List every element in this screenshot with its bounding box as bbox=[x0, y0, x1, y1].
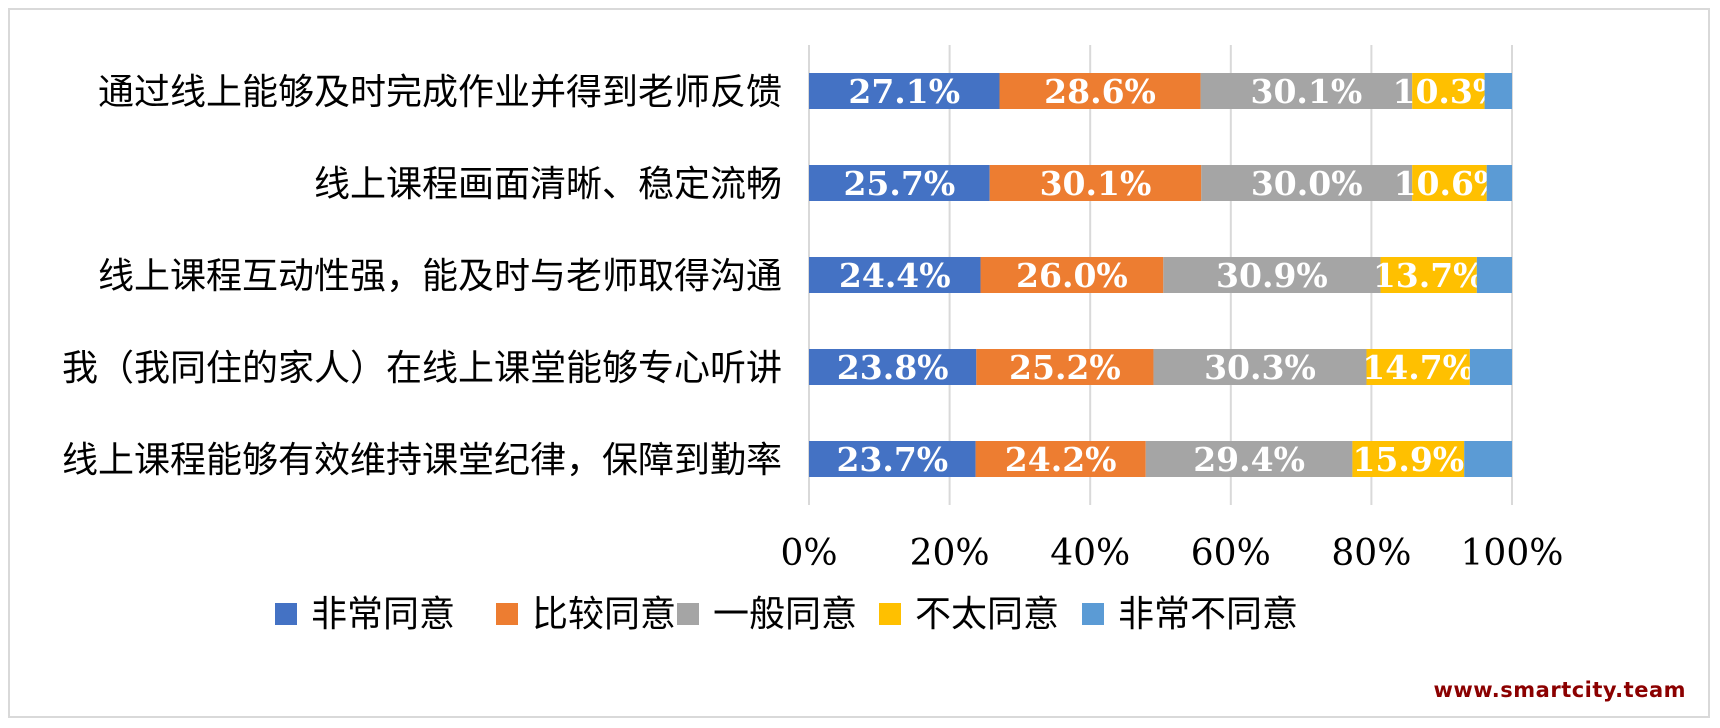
data-label: 15.9% bbox=[1352, 440, 1464, 479]
bar-segment bbox=[1412, 165, 1487, 201]
bar-segment bbox=[809, 73, 1000, 109]
bar-segment bbox=[989, 165, 1202, 201]
category-label: 我（我同住的家人）在线上课堂能够专心听讲 bbox=[62, 348, 782, 389]
chart-frame: 0% 20% 40% 60% 80% 100% 27.1% 28.6% 30.1% 10.3% 通过… bbox=[8, 8, 1710, 718]
legend-label: 非常不同意 bbox=[1118, 594, 1298, 635]
bar-segment bbox=[1200, 73, 1413, 109]
data-label: 30.9% bbox=[1216, 256, 1328, 295]
bar-segment bbox=[980, 257, 1164, 293]
watermark: www.smartcity.team bbox=[1433, 678, 1686, 702]
bar-segment bbox=[976, 349, 1154, 385]
bar-segment bbox=[1412, 73, 1485, 109]
x-tick-label: 60% bbox=[1191, 533, 1271, 574]
bar-segment bbox=[1366, 349, 1470, 385]
data-label: 25.2% bbox=[1009, 348, 1121, 387]
stacked-bar-chart: 0% 20% 40% 60% 80% 100%27.1% 28.6% 30.1% 10.3%通过… bbox=[62, 45, 1564, 635]
bar-segment bbox=[1464, 441, 1512, 477]
data-label: 30.1% bbox=[1040, 164, 1152, 203]
data-label: 30.0% bbox=[1251, 164, 1363, 203]
bar-segment bbox=[809, 257, 981, 293]
x-tick-label: 100% bbox=[1461, 533, 1564, 574]
category-label: 线上课程能够有效维持课堂纪律，保障到勤率 bbox=[62, 440, 782, 481]
data-label: 23.7% bbox=[836, 440, 948, 479]
data-label: 30.3% bbox=[1204, 348, 1316, 387]
category-label: 通过线上能够及时完成作业并得到老师反馈 bbox=[98, 72, 782, 113]
bar-segment bbox=[1484, 73, 1512, 109]
data-label: 30.1% bbox=[1251, 72, 1363, 111]
data-label: 26.0% bbox=[1016, 256, 1128, 295]
data-label: 24.2% bbox=[1005, 440, 1117, 479]
bar-segment bbox=[1380, 257, 1477, 293]
data-label: 14.7% bbox=[1362, 348, 1474, 387]
category-label: 线上课程互动性强，能及时与老师取得沟通 bbox=[98, 256, 782, 297]
bar-segment bbox=[809, 349, 977, 385]
bar-segment bbox=[1476, 257, 1512, 293]
legend-label: 比较同意 bbox=[532, 594, 676, 635]
data-label: 13.7% bbox=[1373, 256, 1485, 295]
bar-segment bbox=[809, 441, 976, 477]
legend-swatch bbox=[1082, 603, 1104, 625]
data-label: 24.4% bbox=[839, 256, 951, 295]
bar-segment bbox=[1486, 165, 1512, 201]
legend-swatch bbox=[496, 603, 518, 625]
category-label: 线上课程画面清晰、稳定流畅 bbox=[314, 164, 782, 205]
bar-segment bbox=[1352, 441, 1465, 477]
bar-segment bbox=[975, 441, 1146, 477]
legend-label: 一般同意 bbox=[713, 594, 857, 635]
legend-label: 不太同意 bbox=[915, 594, 1059, 635]
bar-segment bbox=[1153, 349, 1367, 385]
data-label: 10.6% bbox=[1394, 164, 1506, 203]
data-label: 28.6% bbox=[1044, 72, 1156, 111]
legend-label: 非常同意 bbox=[311, 594, 455, 635]
data-label: 29.4% bbox=[1193, 440, 1305, 479]
data-label: 23.8% bbox=[837, 348, 949, 387]
legend-swatch bbox=[677, 603, 699, 625]
legend-swatch bbox=[879, 603, 901, 625]
x-tick-label: 80% bbox=[1331, 533, 1411, 574]
legend-swatch bbox=[275, 603, 297, 625]
bar-segment bbox=[1163, 257, 1381, 293]
bar-segment bbox=[809, 165, 990, 201]
x-tick-label: 40% bbox=[1050, 533, 1130, 574]
x-tick-label: 0% bbox=[780, 533, 837, 574]
data-label: 25.7% bbox=[843, 164, 955, 203]
bar-segment bbox=[1469, 349, 1512, 385]
x-tick-label: 20% bbox=[910, 533, 990, 574]
bar-segment bbox=[1201, 165, 1413, 201]
bar-segment bbox=[999, 73, 1201, 109]
data-label: 27.1% bbox=[848, 72, 960, 111]
bar-segment bbox=[1145, 441, 1353, 477]
